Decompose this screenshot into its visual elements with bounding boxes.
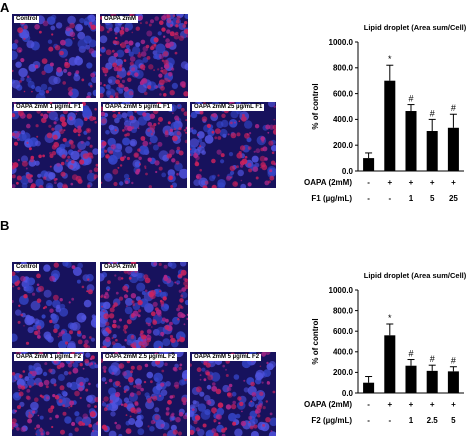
y-axis-label: % of control [311,318,320,364]
significance-mark: # [408,94,413,104]
micrograph-label: OAPA 2mM 1 µg/mL F1 [14,104,84,111]
treatment-value: + [430,400,435,409]
bar [384,335,396,393]
micrograph-image [101,352,187,436]
treatment-row-label: F1 (µg/mL) [311,194,352,203]
bar-chart-f1: Lipid droplet (Area sum/Cell) % of contro… [280,20,474,215]
y-tick-label: 600.0 [333,89,354,98]
treatment-row-label: OAPA (2mM) [304,400,352,409]
micrograph-label: OAPA 2mM [102,264,139,271]
bar-chart-svg: Lipid droplet (Area sum/Cell) % of contro… [304,23,467,203]
micrograph-image [12,262,96,348]
y-tick-label: 0.0 [342,167,354,176]
y-tick-label: 1000.0 [329,286,354,295]
micrograph-label: OAPA 2mM [102,16,139,23]
micrograph-oapa: OAPA 2mM [100,14,188,98]
y-tick-label: 0.0 [342,389,354,398]
treatment-value: + [430,178,435,187]
panel-letter: B [0,218,10,233]
treatment-value: 1 [409,194,414,203]
treatment-value: - [367,194,370,203]
chart-title: Lipid droplet (Area sum/Cell) [364,23,467,32]
bar [405,365,417,393]
treatment-value: + [409,400,414,409]
treatment-value: 2.5 [427,416,439,425]
significance-mark: # [451,356,456,366]
treatment-value: - [367,400,370,409]
bar-chart-f2: Lipid droplet (Area sum/Cell) % of contro… [280,268,474,437]
micrograph-image [100,262,188,348]
treatment-value: 5 [451,416,456,425]
micrograph-image [12,352,98,436]
treatment-value: + [387,400,392,409]
treatment-value: - [367,178,370,187]
treatment-value: + [387,178,392,187]
significance-mark: * [388,313,392,323]
micrograph-image [12,102,98,188]
y-tick-label: 400.0 [333,115,354,124]
micrograph-label: Control [14,264,40,271]
y-tick-label: 800.0 [333,64,354,73]
micrograph-f1-1: OAPA 2mM 1 µg/mL F1 [12,102,98,188]
micrograph-image [100,14,188,98]
micrograph-label: OAPA 2mM 1 µg/mL F2 [14,354,84,361]
micrograph-label: OAPA 2mM 25 µg/mL F1 [192,104,265,111]
treatment-value: 5 [430,194,435,203]
micrograph-f2-2.5: OAPA 2mM 2.5 µg/mL F2 [101,352,187,436]
micrograph-label: OAPA 2mM 2.5 µg/mL F2 [103,354,178,361]
significance-mark: * [388,54,392,64]
treatment-value: - [367,416,370,425]
significance-mark: # [430,108,435,118]
y-tick-label: 200.0 [333,368,354,377]
bar [447,127,459,171]
micrograph-image [101,102,187,188]
micrograph-image [12,14,96,98]
micrograph-label: Control [14,16,40,23]
panel-letter: A [0,0,10,15]
bar [447,371,459,393]
significance-mark: # [451,103,456,113]
micrograph-label: OAPA 2mM 5 µg/mL F1 [103,104,173,111]
micrograph-image [190,352,276,436]
treatment-value: + [451,178,456,187]
micrograph-f1-25: OAPA 2mM 25 µg/mL F1 [190,102,276,188]
y-tick-label: 200.0 [333,141,354,150]
bar [363,382,375,393]
bar [384,80,396,171]
y-axis-label: % of control [311,83,320,129]
y-tick-label: 400.0 [333,348,354,357]
micrograph-control: Control [12,262,96,348]
chart-title: Lipid droplet (Area sum/Cell) [364,271,467,280]
significance-mark: # [430,354,435,364]
micrograph-image [190,102,276,188]
micrograph-control: Control [12,14,96,98]
treatment-value: - [388,194,391,203]
micrograph-f2-5: OAPA 2mM 5 µg/mL F2 [190,352,276,436]
significance-mark: # [408,349,413,359]
treatment-value: 1 [409,416,414,425]
y-tick-label: 800.0 [333,306,354,315]
treatment-value: + [451,400,456,409]
micrograph-f1-5: OAPA 2mM 5 µg/mL F1 [101,102,187,188]
bar [363,158,375,171]
bar-chart-svg: Lipid droplet (Area sum/Cell) % of contro… [304,271,467,425]
treatment-value: 25 [449,194,458,203]
treatment-row-label: F2 (µg/mL) [311,416,352,425]
bar [426,131,438,171]
micrograph-oapa: OAPA 2mM [100,262,188,348]
bar [426,370,438,393]
y-tick-label: 1000.0 [329,38,354,47]
bar [405,111,417,171]
figure-panel-a: A Control OAPA 2mM OAPA 2mM 1 µg/mL F1 O… [0,0,474,215]
micrograph-label: OAPA 2mM 5 µg/mL F2 [192,354,262,361]
treatment-value: + [409,178,414,187]
y-tick-label: 600.0 [333,327,354,336]
micrograph-f2-1: OAPA 2mM 1 µg/mL F2 [12,352,98,436]
treatment-row-label: OAPA (2mM) [304,178,352,187]
treatment-value: - [388,416,391,425]
figure-panel-b: B Control OAPA 2mM OAPA 2mM 1 µg/mL F2 O… [0,218,474,437]
